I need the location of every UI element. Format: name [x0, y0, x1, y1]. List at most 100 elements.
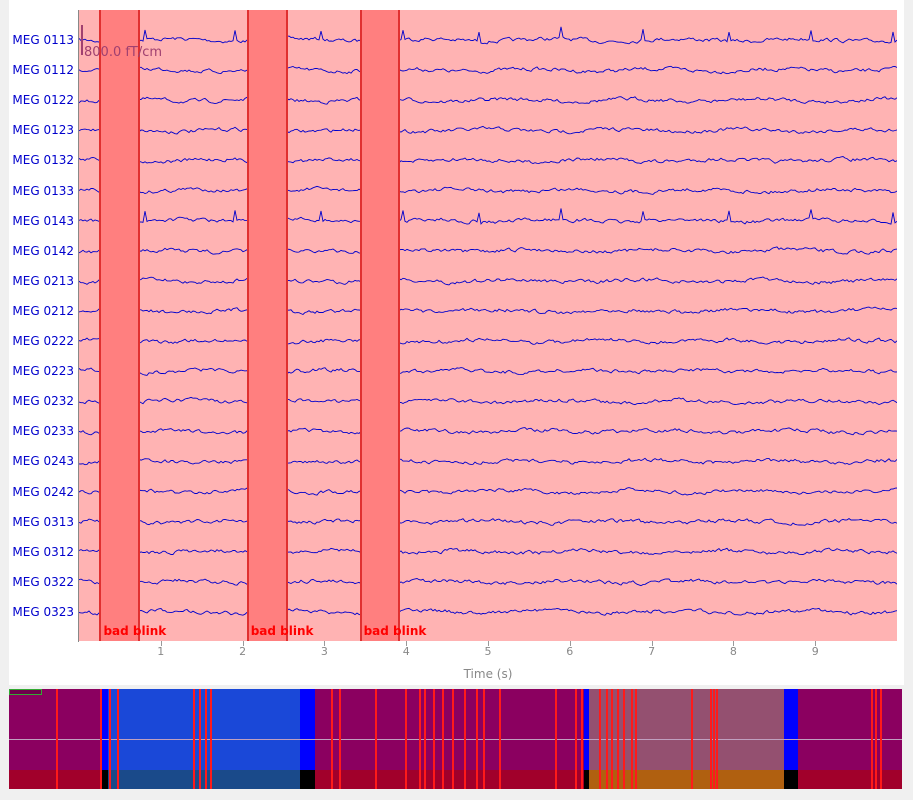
- channel-trace[interactable]: [79, 547, 897, 558]
- x-tick: [569, 641, 571, 646]
- channel-label[interactable]: MEG 0123: [12, 123, 74, 138]
- channel-trace[interactable]: [79, 518, 897, 526]
- overview-annotation-mark: [581, 689, 583, 789]
- overview-annotation-mark: [713, 689, 715, 789]
- overview-bar[interactable]: [9, 689, 902, 789]
- x-tick-label: 9: [811, 645, 819, 658]
- overview-annotation-mark: [109, 689, 111, 789]
- overview-segment: [101, 770, 108, 789]
- overview-annotation-mark: [331, 689, 333, 789]
- overview-segment: [300, 770, 315, 789]
- overview-annotation-mark: [555, 689, 557, 789]
- overview-annotation-mark: [483, 689, 485, 789]
- overview-view-window[interactable]: [9, 689, 42, 695]
- annotation-label: bad blink: [363, 624, 427, 638]
- annotation-label: bad blink: [103, 624, 167, 638]
- channel-label[interactable]: MEG 0113: [12, 33, 74, 47]
- channel-label[interactable]: MEG 0243: [12, 454, 74, 469]
- overview-annotation-mark: [611, 689, 613, 789]
- overview-annotation-mark: [199, 689, 201, 789]
- channel-trace[interactable]: [79, 276, 897, 287]
- overview-annotation-mark: [631, 689, 633, 789]
- annotation-span[interactable]: [99, 10, 141, 641]
- overview-annotation-mark: [880, 689, 882, 789]
- channel-trace[interactable]: [79, 96, 897, 106]
- x-tick-label: 6: [566, 645, 574, 658]
- channel-label[interactable]: MEG 0312: [12, 544, 74, 559]
- channel-label[interactable]: MEG 0213: [12, 273, 74, 288]
- x-tick-label: 7: [648, 645, 656, 658]
- channel-trace[interactable]: [79, 607, 897, 616]
- channel-label[interactable]: MEG 0132: [12, 153, 74, 168]
- overview-annotation-mark: [691, 689, 693, 789]
- overview-segment: [108, 770, 300, 789]
- overview-annotation-mark: [710, 689, 712, 789]
- channel-trace[interactable]: [79, 185, 897, 198]
- overview-annotation-mark: [100, 689, 102, 789]
- x-tick-label: 2: [239, 645, 247, 658]
- channel-label[interactable]: MEG 0212: [12, 303, 74, 318]
- overview-annotation-mark: [205, 689, 207, 789]
- channel-label[interactable]: MEG 0233: [12, 424, 74, 439]
- overview-annotation-mark: [452, 689, 454, 789]
- overview-annotation-mark: [623, 689, 625, 789]
- x-tick: [406, 641, 408, 646]
- channel-trace[interactable]: [79, 337, 897, 345]
- x-tick-label: 8: [729, 645, 737, 658]
- overview-annotation-mark: [575, 689, 577, 789]
- channel-label[interactable]: MEG 0313: [12, 514, 74, 529]
- channel-label[interactable]: MEG 0323: [12, 604, 74, 619]
- channel-label[interactable]: MEG 0143: [12, 213, 74, 228]
- overview-annotation-mark: [476, 689, 478, 789]
- channel-label[interactable]: MEG 0223: [12, 364, 74, 379]
- channel-label[interactable]: MEG 0133: [12, 183, 74, 198]
- overview-annotation-mark: [56, 689, 58, 789]
- overview-annotation-mark: [635, 689, 637, 789]
- channel-trace[interactable]: [79, 123, 897, 135]
- annotation-span[interactable]: [246, 10, 289, 641]
- channel-trace[interactable]: [79, 208, 897, 225]
- channel-trace[interactable]: [79, 303, 897, 316]
- channel-trace[interactable]: [79, 577, 897, 587]
- annotation-label: bad blink: [250, 624, 314, 638]
- overview-annotation-mark: [375, 689, 377, 789]
- channel-label[interactable]: MEG 0142: [12, 243, 74, 258]
- overview-annotation-mark: [117, 689, 119, 789]
- channel-trace[interactable]: [79, 427, 897, 436]
- channel-trace[interactable]: [79, 484, 897, 496]
- x-axis: 1 2 3 4 5 6 7 8 9 Time (s): [79, 641, 897, 685]
- overview-annotation-mark: [433, 689, 435, 789]
- x-tick: [242, 641, 244, 646]
- overview-annotation-mark: [599, 689, 601, 789]
- overview-segment: [784, 770, 798, 789]
- x-tick: [488, 641, 489, 646]
- x-tick-label: 1: [157, 645, 165, 658]
- overview-divider: [9, 739, 902, 740]
- x-tick: [815, 641, 817, 646]
- overview-annotation-mark: [339, 689, 341, 789]
- channel-label[interactable]: MEG 0322: [12, 574, 74, 589]
- channel-trace[interactable]: [79, 457, 897, 467]
- channel-trace[interactable]: [79, 26, 897, 45]
- channel-label[interactable]: MEG 0112: [12, 63, 74, 78]
- overview-annotation-mark: [617, 689, 619, 789]
- channel-trace[interactable]: [79, 396, 897, 406]
- channel-label[interactable]: MEG 0242: [12, 484, 74, 499]
- x-tick: [733, 641, 735, 646]
- x-tick-label: 4: [402, 645, 410, 658]
- trace-plot-area[interactable]: 800.0 fT/cm bad blink bad blink bad blink: [79, 10, 897, 641]
- x-tick: [160, 641, 162, 646]
- overview-annotation-mark: [499, 689, 501, 789]
- channel-trace[interactable]: [79, 246, 897, 255]
- channel-trace[interactable]: [79, 156, 897, 165]
- channel-trace[interactable]: [79, 65, 897, 75]
- overview-segment: [589, 770, 784, 789]
- channel-label[interactable]: MEG 0232: [12, 394, 74, 409]
- channel-label[interactable]: MEG 0222: [12, 334, 74, 348]
- annotation-span[interactable]: [359, 10, 401, 641]
- channel-label[interactable]: MEG 0122: [12, 93, 74, 108]
- channel-trace[interactable]: [79, 367, 897, 379]
- y-axis-line: [78, 10, 79, 642]
- x-tick-label: 5: [484, 645, 492, 658]
- overview-annotation-mark: [210, 689, 212, 789]
